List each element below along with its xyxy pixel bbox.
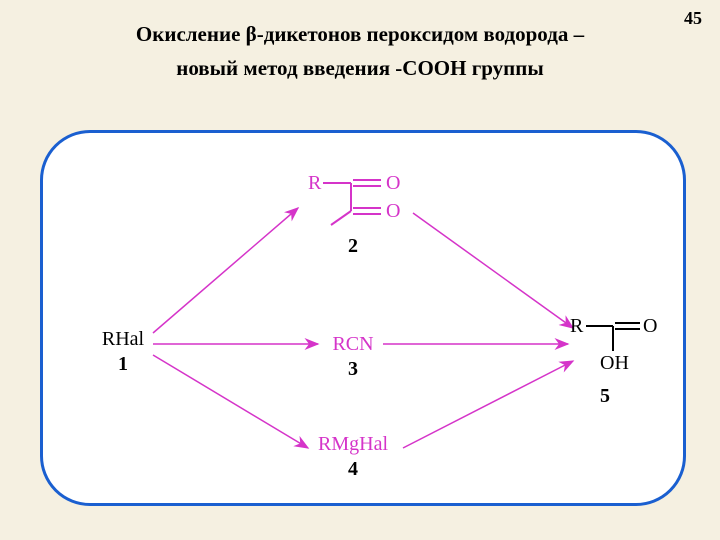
node-rmghal-num: 4 bbox=[308, 458, 398, 481]
node-rhal: RHal 1 bbox=[88, 328, 158, 376]
node-product-structure: R O OH bbox=[568, 311, 658, 371]
page-number: 45 bbox=[684, 8, 702, 29]
product-R: R bbox=[570, 315, 584, 337]
node-product-num: 5 bbox=[595, 383, 615, 408]
diketone-O1: O bbox=[386, 172, 400, 194]
product-OH: OH bbox=[600, 352, 629, 371]
node-rcn: RCN 3 bbox=[318, 333, 388, 381]
node-rcn-num: 3 bbox=[318, 358, 388, 381]
page-title: Окисление β-дикетонов пероксидом водород… bbox=[0, 0, 720, 85]
diketone-O2: O bbox=[386, 200, 400, 222]
node-rmghal: RMgHal 4 bbox=[308, 433, 398, 481]
reaction-diagram-box: RHal 1 R O O 2 bbox=[40, 130, 686, 506]
diketone-R: R bbox=[308, 172, 322, 194]
node-diketone-num: 2 bbox=[343, 233, 363, 258]
diketone-svg: R O O bbox=[303, 163, 423, 233]
node-rmghal-label: RMgHal bbox=[308, 433, 398, 456]
node-diketone-structure: R O O bbox=[303, 163, 423, 233]
title-line-2: новый метод введения -COOH группы bbox=[176, 56, 544, 80]
product-svg: R O OH bbox=[568, 311, 658, 371]
node-rhal-num: 1 bbox=[88, 353, 158, 376]
node-rcn-label: RCN bbox=[318, 333, 388, 356]
node-rhal-label: RHal bbox=[88, 328, 158, 351]
title-line-1: Окисление β-дикетонов пероксидом водород… bbox=[136, 22, 584, 46]
product-O: O bbox=[643, 315, 657, 337]
